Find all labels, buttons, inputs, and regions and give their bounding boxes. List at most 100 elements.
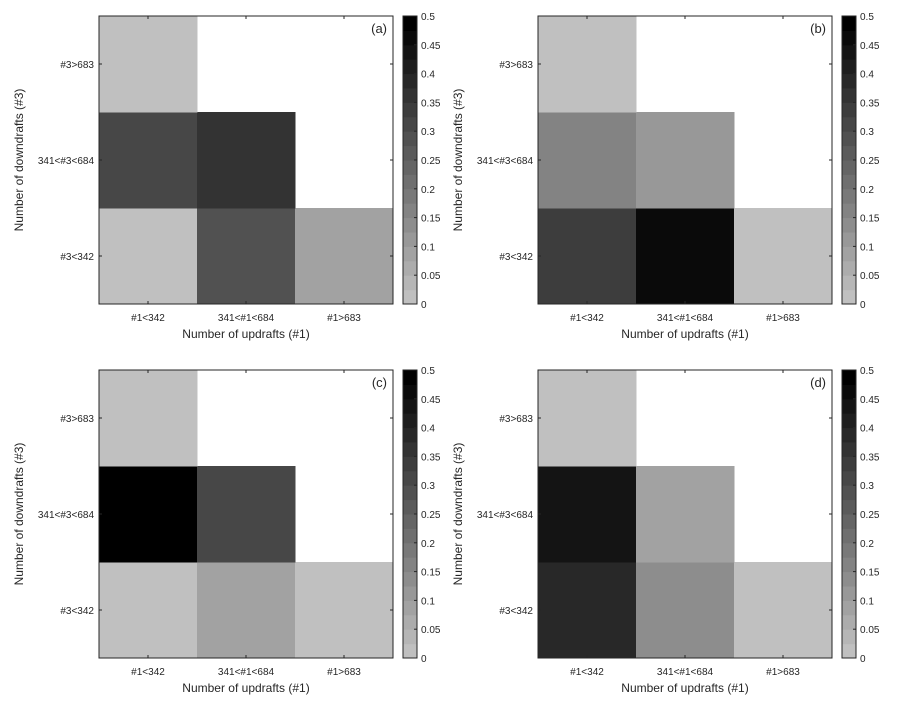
heatmap-cell	[99, 562, 198, 659]
colorbar-tick-label: 0.45	[421, 41, 441, 52]
colorbar-level	[403, 174, 417, 190]
colorbar-tick-label: 0.2	[421, 185, 435, 196]
colorbar-level	[403, 289, 417, 305]
x-tick-label: #1>683	[327, 667, 361, 678]
colorbar-level	[403, 413, 417, 429]
colorbar-level	[403, 59, 417, 75]
colorbar-level	[842, 246, 856, 262]
colorbar-level	[842, 586, 856, 601]
colorbar-tick-label: 0.3	[860, 127, 874, 138]
colorbar-level	[403, 571, 417, 587]
y-tick-label: 341<#3<684	[38, 156, 95, 167]
colorbar-tick-label: 0	[860, 300, 866, 311]
colorbar-tick-label: 0.4	[421, 70, 435, 81]
panel-label: (b)	[810, 21, 826, 36]
heatmap-cell	[99, 16, 198, 113]
colorbar-level	[842, 499, 856, 515]
colorbar-level	[403, 131, 417, 147]
colorbar-level	[403, 44, 417, 60]
colorbar-level	[403, 398, 417, 414]
y-tick-label: #3>683	[60, 414, 94, 425]
colorbar-level	[842, 59, 856, 75]
colorbar: 0 0.05 0.1 0.15 0.2 0.25 0.3 0.35 0.4 0.45 0.5	[402, 12, 441, 311]
colorbar-tick-label: 0.3	[421, 127, 435, 138]
heatmap-panel-d: #1<342 341<#1<684 #1>683 #3<342 341<#3<684 #3…	[451, 366, 880, 695]
y-tick-label: #3<342	[499, 252, 533, 263]
colorbar-level	[842, 629, 856, 645]
colorbar-level	[403, 16, 417, 31]
x-tick-label: 341<#1<684	[657, 313, 714, 324]
x-axis-label: Number of updrafts (#1)	[621, 327, 748, 341]
colorbar-level	[842, 116, 856, 132]
heatmap-cell	[99, 208, 198, 305]
colorbar-level	[403, 542, 417, 558]
colorbar-level	[403, 73, 417, 89]
colorbar: 0 0.05 0.1 0.15 0.2 0.25 0.3 0.35 0.4 0.45 0.5	[841, 366, 880, 665]
colorbar-level	[842, 73, 856, 89]
panel-label: (a)	[371, 21, 387, 36]
heatmap-cell	[538, 208, 637, 305]
colorbar-tick-label: 0.2	[421, 539, 435, 550]
colorbar-tick-label: 0.35	[421, 98, 441, 109]
colorbar-tick-label: 0.5	[860, 12, 874, 23]
colorbar-level	[403, 629, 417, 645]
colorbar-level	[403, 643, 417, 659]
y-tick-label: 341<#3<684	[38, 510, 95, 521]
heatmap-cell	[99, 370, 198, 467]
heatmap-cell	[538, 562, 637, 659]
colorbar-level	[403, 614, 417, 630]
y-axis-label: Number of downdrafts (#3)	[12, 443, 26, 586]
colorbar-level	[842, 160, 856, 175]
colorbar-tick-label: 0.35	[421, 452, 441, 463]
colorbar-level	[403, 217, 417, 233]
y-tick-label: 341<#3<684	[477, 510, 534, 521]
colorbar-tick-label: 0.5	[421, 366, 435, 377]
colorbar-tick-label: 0.15	[860, 568, 880, 579]
colorbar-level	[842, 102, 856, 118]
colorbar-tick-label: 0.2	[860, 539, 874, 550]
colorbar-level	[403, 116, 417, 132]
y-axis-label: Number of downdrafts (#3)	[12, 89, 26, 232]
heatmap-cell	[99, 466, 198, 563]
colorbar-level	[842, 384, 856, 400]
x-tick-label: 341<#1<684	[218, 667, 275, 678]
colorbar-level	[403, 232, 417, 247]
heatmap-cell	[538, 16, 637, 113]
colorbar-tick-label: 0.45	[421, 395, 441, 406]
x-tick-label: #1<342	[570, 667, 604, 678]
colorbar-tick-label: 0	[421, 654, 427, 665]
colorbar-tick-label: 0.25	[421, 510, 441, 521]
heatmap-cell	[99, 112, 198, 209]
colorbar-tick-label: 0.35	[860, 452, 880, 463]
colorbar-level	[403, 246, 417, 262]
colorbar-level	[842, 643, 856, 659]
x-axis-label: Number of updrafts (#1)	[182, 327, 309, 341]
colorbar-tick-label: 0.25	[421, 156, 441, 167]
colorbar-tick-label: 0.25	[860, 156, 880, 167]
colorbar-tick-label: 0.05	[860, 625, 880, 636]
colorbar-level	[842, 145, 856, 161]
colorbar-tick-label: 0.1	[421, 596, 435, 607]
colorbar: 0 0.05 0.1 0.15 0.2 0.25 0.3 0.35 0.4 0.45 0.5	[402, 366, 441, 665]
colorbar-level	[842, 44, 856, 60]
x-tick-label: #1>683	[327, 313, 361, 324]
colorbar-tick-label: 0.45	[860, 395, 880, 406]
colorbar-level	[842, 16, 856, 31]
colorbar-tick-label: 0.05	[421, 271, 441, 282]
heatmap-cell	[636, 208, 735, 305]
heatmap-cell	[295, 208, 394, 305]
colorbar-level	[842, 275, 856, 291]
colorbar-level	[842, 260, 856, 276]
heatmap-cell	[197, 562, 296, 659]
colorbar-level	[842, 413, 856, 429]
panel-label: (c)	[372, 375, 387, 390]
heatmap-panel-a: #1<342 341<#1<684 #1>683 #3<342 341<#3<684 #3…	[12, 12, 441, 341]
colorbar-tick-label: 0.4	[860, 424, 874, 435]
colorbar-level	[842, 600, 856, 616]
x-tick-label: #1>683	[766, 667, 800, 678]
colorbar-tick-label: 0.5	[860, 366, 874, 377]
colorbar-level	[842, 30, 856, 46]
colorbar-level	[842, 470, 856, 486]
colorbar-level	[842, 485, 856, 501]
